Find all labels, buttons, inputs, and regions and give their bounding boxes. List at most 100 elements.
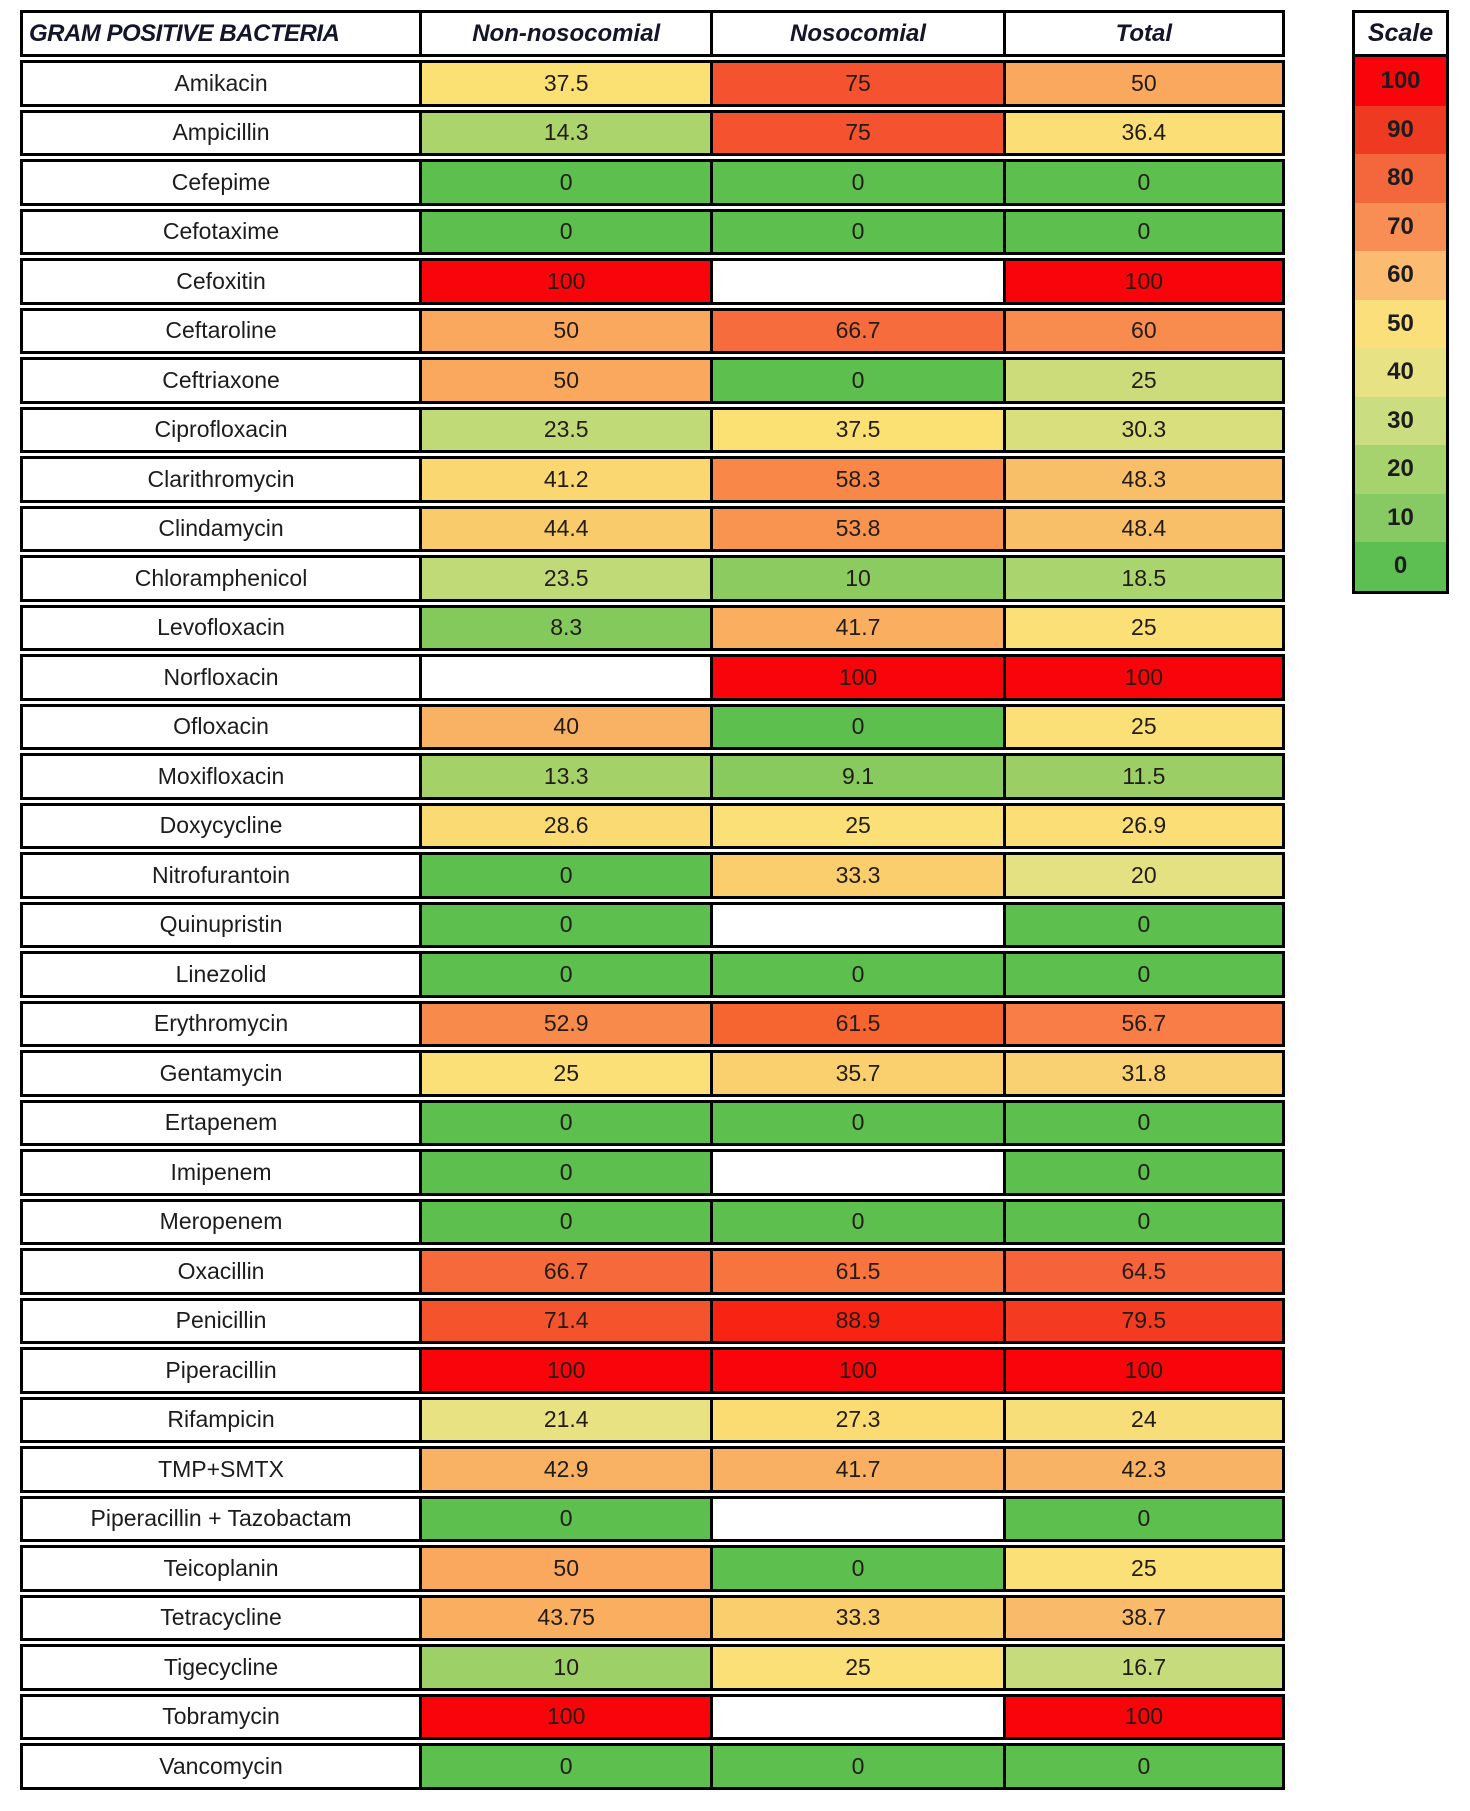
table-row: Nitrofurantoin 0 33.3 20 <box>20 852 1285 899</box>
value-cell: 25 <box>1002 360 1283 401</box>
table-row: Piperacillin 100 100 100 <box>20 1347 1285 1394</box>
antibiotic-label: Rifampicin <box>23 1399 420 1440</box>
value-cell: 48.4 <box>1002 508 1283 549</box>
scale-legend-step: 100 <box>1355 57 1446 106</box>
value-cell: 0 <box>710 360 1003 401</box>
table-row: Teicoplanin 50 0 25 <box>20 1545 1285 1592</box>
table-row: Cefotaxime 0 0 0 <box>20 208 1285 255</box>
table-title: GRAM POSITIVE BACTERIA <box>23 13 420 54</box>
table-row: Ceftriaxone 50 0 25 <box>20 357 1285 404</box>
table-row: Tigecycline 10 25 16.7 <box>20 1644 1285 1691</box>
table-row: Imipenem 0 0 <box>20 1149 1285 1196</box>
value-cell: 0 <box>419 211 711 252</box>
value-cell: 25 <box>710 1647 1003 1688</box>
table-row: Doxycycline 28.6 25 26.9 <box>20 802 1285 849</box>
value-cell: 0 <box>1002 1152 1283 1193</box>
value-cell: 16.7 <box>1002 1647 1283 1688</box>
value-cell: 41.2 <box>419 459 711 500</box>
value-cell: 42.3 <box>1002 1449 1283 1490</box>
value-cell: 28.6 <box>419 805 711 846</box>
table-row: Chloramphenicol 23.5 10 18.5 <box>20 555 1285 602</box>
scale-legend-title: Scale <box>1355 13 1446 57</box>
table-row: Linezolid 0 0 0 <box>20 951 1285 998</box>
antibiotic-label: Nitrofurantoin <box>23 855 420 896</box>
value-cell: 48.3 <box>1002 459 1283 500</box>
scale-legend-step: 20 <box>1355 445 1446 494</box>
scale-legend-step: 0 <box>1355 542 1446 591</box>
table-row: Rifampicin 21.4 27.3 24 <box>20 1396 1285 1443</box>
antibiotic-label: Norfloxacin <box>23 657 420 698</box>
value-cell: 50 <box>419 360 711 401</box>
table-row: Meropenem 0 0 0 <box>20 1198 1285 1245</box>
value-cell: 58.3 <box>710 459 1003 500</box>
antibiotic-label: Penicillin <box>23 1300 420 1341</box>
table-row: Oxacillin 66.7 61.5 64.5 <box>20 1248 1285 1295</box>
table-header-row: GRAM POSITIVE BACTERIA Non-nosocomial No… <box>20 10 1285 57</box>
scale-legend: Scale 100 90 80 70 60 50 40 30 20 10 0 <box>1352 10 1449 594</box>
antibiotic-label: Ceftriaxone <box>23 360 420 401</box>
value-cell: 0 <box>710 1548 1003 1589</box>
value-cell: 0 <box>1002 904 1283 945</box>
scale-legend-step: 90 <box>1355 105 1446 154</box>
value-cell: 33.3 <box>710 855 1003 896</box>
value-cell: 100 <box>419 261 711 302</box>
table-row: Vancomycin 0 0 0 <box>20 1743 1285 1790</box>
value-cell: 25 <box>419 1053 711 1094</box>
antibiotic-label: Tobramycin <box>23 1696 420 1737</box>
antibiotic-label: Gentamycin <box>23 1053 420 1094</box>
value-cell: 0 <box>419 1102 711 1143</box>
table-row: Amikacin 37.5 75 50 <box>20 60 1285 107</box>
resistance-table: GRAM POSITIVE BACTERIA Non-nosocomial No… <box>20 10 1285 1793</box>
value-cell: 38.7 <box>1002 1597 1283 1638</box>
antibiotic-label: Vancomycin <box>23 1746 420 1787</box>
value-cell: 30.3 <box>1002 409 1283 450</box>
value-cell: 8.3 <box>419 607 711 648</box>
table-row: TMP+SMTX 42.9 41.7 42.3 <box>20 1446 1285 1493</box>
table-row: Cefepime 0 0 0 <box>20 159 1285 206</box>
value-cell: 0 <box>1002 1201 1283 1242</box>
antibiotic-label: Teicoplanin <box>23 1548 420 1589</box>
value-cell: 0 <box>419 904 711 945</box>
value-cell: 41.7 <box>710 1449 1003 1490</box>
value-cell: 75 <box>710 112 1003 153</box>
value-cell: 25 <box>1002 706 1283 747</box>
antibiotic-label: Clindamycin <box>23 508 420 549</box>
antibiotic-label: Piperacillin + Tazobactam <box>23 1498 420 1539</box>
value-cell: 37.5 <box>710 409 1003 450</box>
value-cell <box>710 904 1003 945</box>
value-cell: 31.8 <box>1002 1053 1283 1094</box>
value-cell: 25 <box>710 805 1003 846</box>
value-cell: 0 <box>1002 1746 1283 1787</box>
value-cell: 42.9 <box>419 1449 711 1490</box>
value-cell: 0 <box>419 162 711 203</box>
value-cell: 79.5 <box>1002 1300 1283 1341</box>
antibiotic-label: Meropenem <box>23 1201 420 1242</box>
antibiotic-label: Ofloxacin <box>23 706 420 747</box>
table-row: Ampicillin 14.3 75 36.4 <box>20 109 1285 156</box>
table-body: Amikacin 37.5 75 50 Ampicillin 14.3 75 36.4 Cefe… <box>20 60 1285 1790</box>
antibiotic-label: Ampicillin <box>23 112 420 153</box>
value-cell: 36.4 <box>1002 112 1283 153</box>
value-cell: 66.7 <box>419 1251 711 1292</box>
value-cell: 0 <box>419 1746 711 1787</box>
value-cell: 0 <box>1002 162 1283 203</box>
value-cell: 0 <box>419 954 711 995</box>
antibiotic-label: Amikacin <box>23 63 420 104</box>
value-cell: 23.5 <box>419 558 711 599</box>
value-cell: 44.4 <box>419 508 711 549</box>
value-cell: 40 <box>419 706 711 747</box>
value-cell: 10 <box>710 558 1003 599</box>
column-header-total: Total <box>1002 13 1282 54</box>
table-row: Ertapenem 0 0 0 <box>20 1099 1285 1146</box>
value-cell <box>710 261 1003 302</box>
antibiotic-label: Clarithromycin <box>23 459 420 500</box>
value-cell: 0 <box>419 855 711 896</box>
table-row: Quinupristin 0 0 <box>20 901 1285 948</box>
value-cell: 23.5 <box>419 409 711 450</box>
value-cell: 43.75 <box>419 1597 711 1638</box>
table-row: Ciprofloxacin 23.5 37.5 30.3 <box>20 406 1285 453</box>
value-cell: 71.4 <box>419 1300 711 1341</box>
value-cell: 0 <box>419 1498 711 1539</box>
antibiotic-label: Chloramphenicol <box>23 558 420 599</box>
